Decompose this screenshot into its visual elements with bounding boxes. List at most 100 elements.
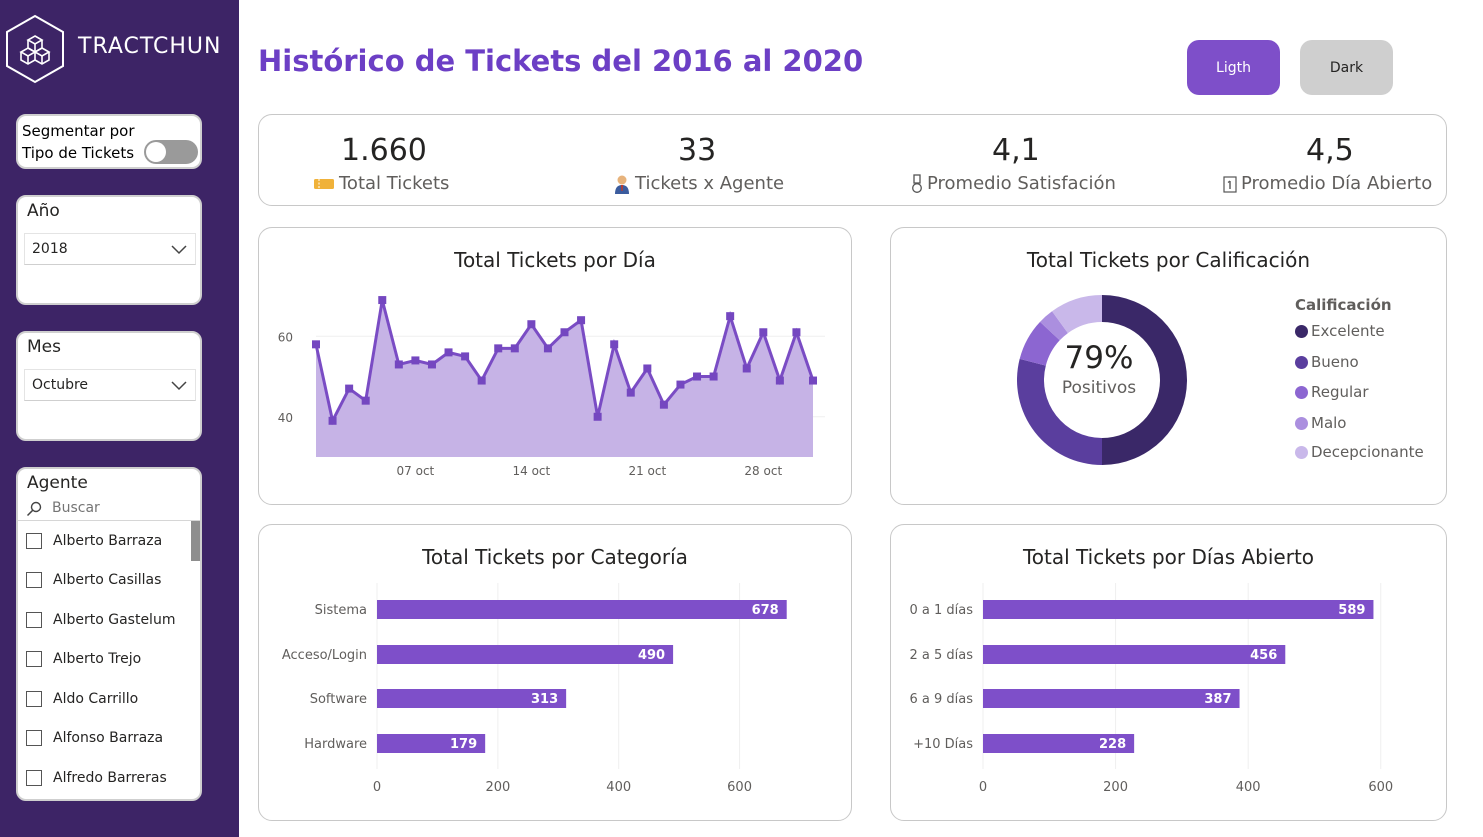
data-label: 387 xyxy=(1204,692,1231,707)
month-slicer-title: Mes xyxy=(27,337,61,357)
hexagon-cube-icon xyxy=(6,14,64,84)
list-item[interactable]: Alberto Gastelum xyxy=(26,605,175,635)
legend-label: Regular xyxy=(1311,383,1369,401)
checkbox[interactable] xyxy=(26,770,42,786)
x-tick-label: 07 oct xyxy=(397,464,435,478)
x-tick-label: 0 xyxy=(373,780,381,795)
donut-slice xyxy=(1102,295,1187,465)
checkbox[interactable] xyxy=(26,572,42,588)
category-label: Software xyxy=(310,692,367,707)
checkbox[interactable] xyxy=(26,612,42,628)
x-tick-label: 14 oct xyxy=(512,464,550,478)
data-point xyxy=(461,352,470,361)
data-point xyxy=(494,344,503,353)
agent-search-input[interactable] xyxy=(52,500,192,516)
data-point xyxy=(775,376,784,385)
list-item[interactable]: Alfonso Barraza xyxy=(26,723,163,753)
list-item[interactable]: Alberto Barraza xyxy=(26,526,162,556)
category-label: 6 a 9 días xyxy=(909,692,973,707)
tickets-by-category-panel: Total Tickets por Categoría 0 200 400 600 Si… xyxy=(258,524,852,821)
year-dropdown-value: 2018 xyxy=(32,241,68,257)
data-label: 456 xyxy=(1250,648,1277,663)
x-tick-label: 200 xyxy=(1103,780,1128,795)
year-slicer: Año 2018 xyxy=(16,195,202,305)
x-tick-label: 21 oct xyxy=(628,464,666,478)
category-label: Sistema xyxy=(315,603,367,618)
toggle-knob xyxy=(146,142,166,162)
agent-icon xyxy=(615,175,629,194)
kpi-satisfaction-label: Promedio Satisfación xyxy=(911,173,1116,194)
year-dropdown[interactable]: 2018 xyxy=(24,233,196,265)
legend-dot xyxy=(1295,355,1308,369)
month-dropdown[interactable]: Octubre xyxy=(24,369,196,401)
agent-slicer-title: Agente xyxy=(27,473,88,493)
month-slicer: Mes Octubre xyxy=(16,331,202,441)
year-slicer-title: Año xyxy=(27,201,60,221)
checkbox[interactable] xyxy=(26,533,42,549)
list-item[interactable]: Alberto Trejo xyxy=(26,644,141,674)
tickets-by-day-panel: Total Tickets por Día 40 60 07 oct 14 oct 21… xyxy=(258,227,852,505)
y-tick-label: 60 xyxy=(278,330,293,344)
x-tick-label: 28 oct xyxy=(744,464,782,478)
category-label: 0 a 1 días xyxy=(909,603,973,618)
medal-icon xyxy=(912,173,922,193)
legend-dot xyxy=(1295,385,1308,399)
donut-slice xyxy=(1019,321,1060,366)
checkbox[interactable] xyxy=(26,651,42,667)
legend-item: Excelente xyxy=(1295,322,1385,340)
data-label: 490 xyxy=(638,648,665,663)
category-label: +10 Días xyxy=(913,737,973,752)
bar xyxy=(983,645,1286,664)
x-tick-label: 400 xyxy=(1236,780,1261,795)
chart-title: Total Tickets por Días Abierto xyxy=(1022,545,1315,569)
agent-slicer: Agente Alberto Barraza Alberto Casillas … xyxy=(16,467,202,801)
segment-toggle-switch[interactable] xyxy=(144,140,198,164)
sidebar: TRACTCHUN Segmentar por Tipo de Tickets … xyxy=(0,0,239,837)
data-label: 678 xyxy=(752,603,779,618)
data-point xyxy=(543,344,552,353)
chart-title: Total Tickets por Día xyxy=(454,248,656,272)
ticket-icon xyxy=(314,178,334,189)
data-point xyxy=(577,316,586,325)
donut-center-label: Positivos xyxy=(1061,378,1137,398)
data-point xyxy=(477,376,486,385)
tickets-by-open-days-panel: Total Tickets por Días Abierto 0 200 400 60… xyxy=(890,524,1447,821)
light-theme-button[interactable]: Ligth xyxy=(1187,40,1280,95)
page-title: Histórico de Tickets del 2016 al 2020 xyxy=(258,44,864,78)
legend-item: Bueno xyxy=(1295,353,1359,371)
kpi-tickets-agent-label: Tickets x Agente xyxy=(613,173,784,194)
kpi-card: 1.660 Total Tickets 33 Tickets x Agente … xyxy=(258,114,1447,206)
checkbox[interactable] xyxy=(26,691,42,707)
bar xyxy=(377,600,787,619)
chart-title: Total Tickets por Categoría xyxy=(422,545,688,569)
dark-theme-button[interactable]: Dark xyxy=(1300,40,1393,95)
data-point xyxy=(411,356,420,365)
data-point xyxy=(610,340,619,349)
checkbox[interactable] xyxy=(26,730,42,746)
data-point xyxy=(809,376,817,385)
agent-list-scrollbar[interactable] xyxy=(191,521,200,561)
donut-center-value: 79% xyxy=(1064,340,1134,376)
brand-name: TRACTCHUN xyxy=(78,34,222,59)
legend-item: Regular xyxy=(1295,383,1369,401)
kpi-tickets-agent-value: 33 xyxy=(678,133,717,168)
legend-item: Malo xyxy=(1295,414,1346,432)
donut-slice xyxy=(1052,295,1102,334)
bar xyxy=(983,734,1135,753)
data-point xyxy=(742,364,751,373)
data-point xyxy=(361,396,370,405)
legend-dot xyxy=(1295,445,1308,459)
legend-dot xyxy=(1295,416,1308,430)
category-label: 2 a 5 días xyxy=(909,648,973,663)
list-item[interactable]: Alfredo Barreras xyxy=(26,763,167,793)
bar xyxy=(377,734,486,753)
list-item[interactable]: Alberto Casillas xyxy=(26,565,161,595)
tickets-by-open-days-chart: 0 200 400 600 0 a 1 días 589 2 a 5 días 456 6 a … xyxy=(909,583,1393,795)
segment-toggle-card: Segmentar por Tipo de Tickets xyxy=(16,114,202,169)
tickets-by-day-chart: 40 60 07 oct 14 oct 21 oct 28 oct xyxy=(278,296,825,478)
data-point xyxy=(759,328,768,337)
tickets-by-rating-chart xyxy=(1017,295,1187,465)
x-tick-label: 0 xyxy=(979,780,987,795)
list-item[interactable]: Aldo Carrillo xyxy=(26,684,138,714)
kpi-total-tickets-label: Total Tickets xyxy=(313,173,449,194)
